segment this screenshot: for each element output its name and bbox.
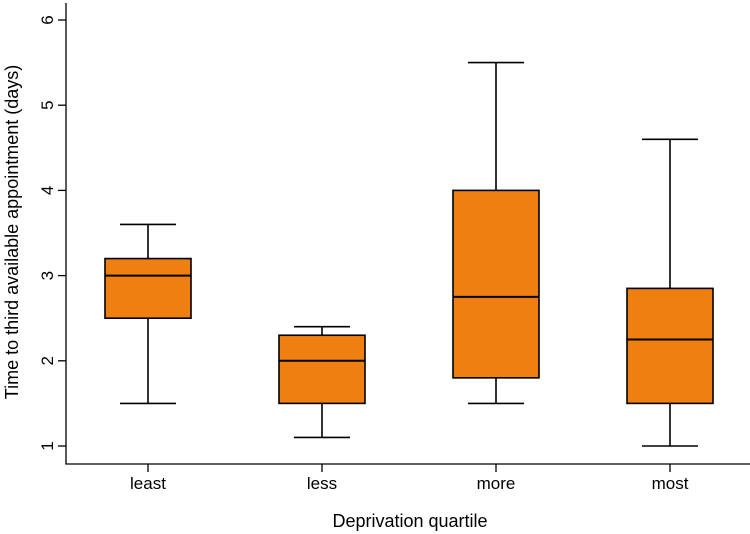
axis-frame [65,3,750,465]
y-axis-title: Time to third available appointment (day… [2,65,22,400]
x-axis: least less more most [130,464,689,493]
box-most [626,138,714,447]
iqr-box [626,287,714,405]
x-tick-label: most [652,474,689,493]
iqr-box [452,189,540,379]
boxes-group [104,61,714,447]
box-more [452,61,540,405]
x-tick-label: less [307,474,337,493]
plot-frame [65,3,750,465]
x-axis-title: Deprivation quartile [332,511,487,531]
y-tick-label: 1 [38,441,57,450]
iqr-box [104,257,192,319]
box-least [104,223,192,405]
y-axis: 1 2 3 4 5 6 [38,15,66,451]
box-less [278,325,366,439]
y-tick-label: 5 [38,100,57,109]
iqr-box [278,334,366,405]
x-tick-label: more [477,474,516,493]
y-tick-label: 2 [38,356,57,365]
y-tick-label: 4 [38,186,57,195]
y-tick-label: 3 [38,271,57,280]
x-tick-label: least [130,474,166,493]
y-tick-label: 6 [38,15,57,24]
